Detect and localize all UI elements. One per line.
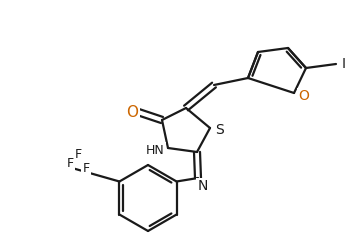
Text: S: S (215, 123, 224, 137)
Text: N: N (198, 179, 208, 193)
Text: O: O (299, 89, 310, 103)
Text: F: F (82, 161, 89, 174)
Text: HN: HN (146, 144, 164, 157)
Text: F: F (75, 147, 82, 160)
Text: F: F (66, 157, 73, 170)
Text: O: O (126, 105, 138, 120)
Text: I: I (342, 57, 346, 71)
